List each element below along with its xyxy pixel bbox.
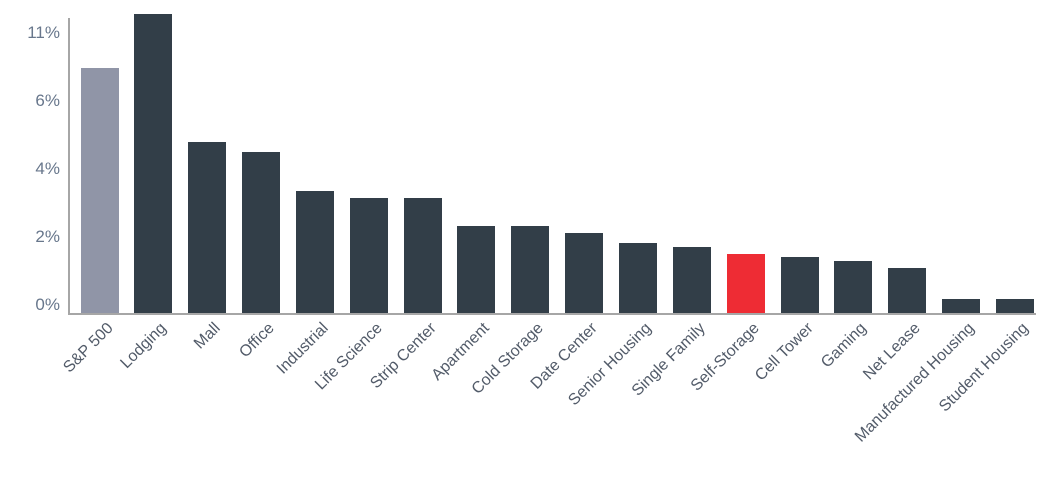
bar-life-science (349, 197, 388, 313)
bar-apartment (457, 225, 496, 313)
bar-s-p-500 (80, 68, 119, 313)
bar-gaming (834, 260, 873, 313)
bar-date-center (565, 232, 604, 313)
y-axis-line (68, 18, 70, 313)
bar-lodging (134, 14, 173, 313)
bar-self-storage (726, 253, 765, 313)
bar-mall (188, 141, 227, 313)
bar-industrial (295, 190, 334, 313)
bar-manufactured-housing (942, 299, 981, 313)
y-tick-label-6: 6% (35, 91, 60, 110)
bar-cold-storage (511, 225, 550, 313)
y-tick-label-11: 11% (27, 23, 60, 42)
bar-strip-center (403, 197, 442, 313)
y-tick-label-4: 4% (35, 159, 60, 178)
y-tick-label-0: 0% (35, 295, 60, 314)
bar-net-lease (888, 267, 927, 313)
bar-single-family (672, 246, 711, 313)
bar-student-housing (995, 299, 1034, 313)
bar-senior-housing (619, 243, 657, 313)
x-axis-line (68, 313, 1036, 315)
y-tick-label-2: 2% (35, 227, 60, 246)
bar-office (242, 152, 281, 313)
bar-cell-tower (780, 257, 819, 313)
